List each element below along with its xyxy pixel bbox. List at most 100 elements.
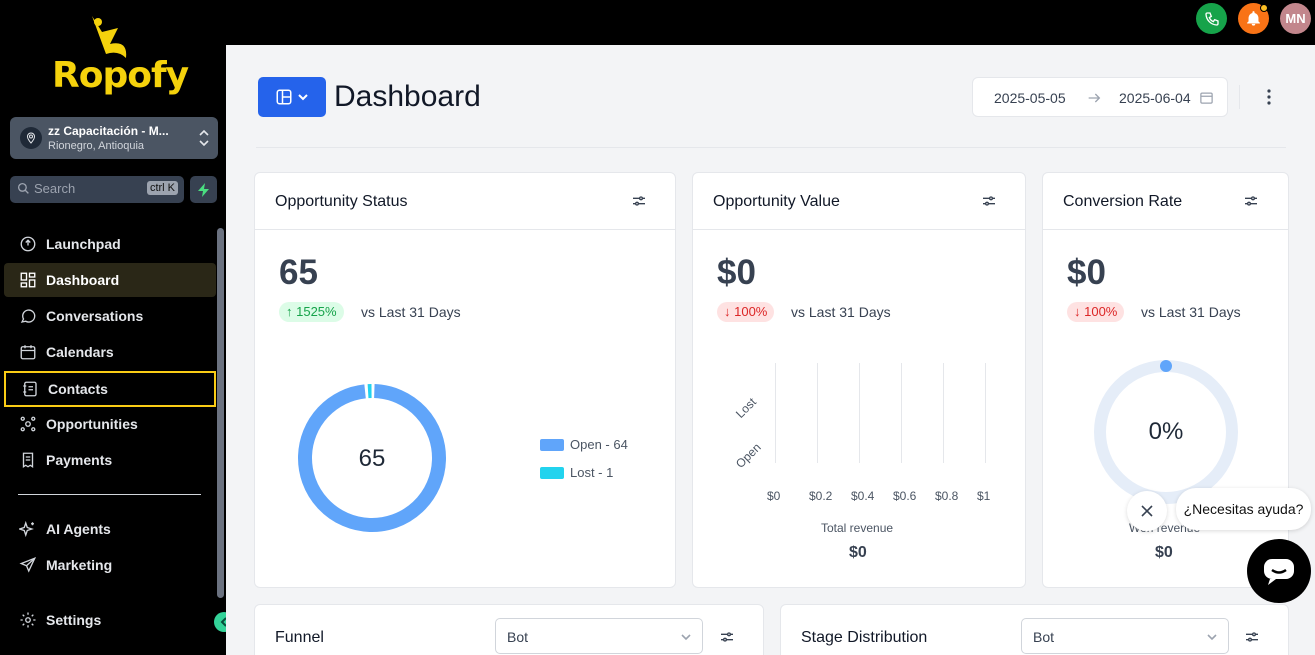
date-to[interactable]: 2025-06-04 xyxy=(1119,90,1191,106)
opportunity-value-card: Opportunity Value $0 ↓ 100% vs Last 31 D… xyxy=(692,172,1026,588)
quick-action-button[interactable] xyxy=(190,176,217,203)
main-content: Dashboard 2025-05-05 2025-06-04 Opportun… xyxy=(226,45,1315,655)
sidebar-item-label: Opportunities xyxy=(46,416,138,432)
legend-swatch xyxy=(540,466,564,479)
more-options-icon[interactable] xyxy=(1262,87,1276,107)
calendar-icon xyxy=(18,342,38,362)
sidebar-item-label: Payments xyxy=(46,452,113,468)
funnel-card: Funnel Bot xyxy=(254,604,764,655)
bolt-icon xyxy=(197,182,209,197)
x-tick-label: $0.2 xyxy=(809,489,833,503)
card-header: Opportunity Value xyxy=(693,173,1025,230)
filter-icon[interactable] xyxy=(719,629,735,645)
sidebar-item-calendars[interactable]: Calendars xyxy=(4,335,216,369)
legend-entry-lost[interactable]: Lost - 1 xyxy=(540,465,613,480)
x-tick-label: $0.4 xyxy=(851,489,875,503)
send-icon xyxy=(18,555,38,575)
chevron-down-icon xyxy=(1207,634,1217,641)
sidebar-item-payments[interactable]: Payments xyxy=(4,443,216,477)
bell-icon xyxy=(1247,11,1260,26)
close-icon xyxy=(1141,505,1153,517)
sidebar-item-label: AI Agents xyxy=(46,521,111,537)
filter-icon[interactable] xyxy=(1244,629,1260,645)
grid-line xyxy=(859,363,860,463)
date-range-picker[interactable]: 2025-05-05 2025-06-04 xyxy=(972,77,1228,117)
stage-select[interactable]: Bot xyxy=(1021,618,1229,654)
arrow-right-icon xyxy=(1088,93,1101,103)
grid-line xyxy=(901,363,902,463)
search-input[interactable]: Search ctrl K xyxy=(10,176,184,203)
close-chat-prompt-button[interactable] xyxy=(1127,491,1167,531)
sidebar-item-marketing[interactable]: Marketing xyxy=(4,548,216,582)
sidebar-item-dashboard[interactable]: Dashboard xyxy=(4,263,216,297)
legend-entry-open[interactable]: Open - 64 xyxy=(540,437,628,452)
payments-icon xyxy=(18,450,38,470)
grid-icon xyxy=(18,270,38,290)
calendar-icon xyxy=(1200,92,1213,104)
funnel-select[interactable]: Bot xyxy=(495,618,703,654)
avatar[interactable]: MN xyxy=(1280,3,1311,34)
page-title: Dashboard xyxy=(334,80,481,113)
y-tick-label: Open xyxy=(733,440,764,471)
legend-label: Lost - 1 xyxy=(570,465,614,480)
view-switcher-button[interactable] xyxy=(258,77,326,117)
header-separator xyxy=(256,147,1286,148)
gear-icon xyxy=(18,610,38,630)
sidebar-item-label: Calendars xyxy=(46,344,114,360)
notification-dot xyxy=(1260,4,1268,12)
conversion-gauge[interactable] xyxy=(1091,357,1241,507)
card-title: Stage Distribution xyxy=(801,629,928,646)
location-switcher[interactable]: zz Capacitación - M... Rionegro, Antioqu… xyxy=(10,117,218,159)
revenue-value: $0 xyxy=(1155,544,1173,561)
metric-value: 65 xyxy=(279,253,318,292)
phone-button[interactable] xyxy=(1196,3,1227,34)
sidebar-item-label: Conversations xyxy=(46,308,144,324)
sidebar-item-ai-agents[interactable]: AI Agents xyxy=(4,512,216,546)
brand-name[interactable]: Ropofy xyxy=(52,55,189,96)
filter-icon[interactable] xyxy=(981,193,997,209)
sidebar-scrollbar[interactable] xyxy=(217,228,224,598)
chevron-left-icon xyxy=(220,617,227,627)
comparison-label: vs Last 31 Days xyxy=(361,304,461,320)
sparkles-icon xyxy=(18,519,38,539)
sidebar-item-launchpad[interactable]: Launchpad xyxy=(4,227,216,261)
card-title: Opportunity Value xyxy=(713,193,840,210)
chat-launcher-button[interactable] xyxy=(1247,539,1311,603)
chat-prompt[interactable]: ¿Necesitas ayuda? xyxy=(1176,488,1311,530)
sidebar-item-settings[interactable]: Settings xyxy=(4,603,216,637)
metric-value: $0 xyxy=(717,253,756,292)
comparison-label: vs Last 31 Days xyxy=(791,304,891,320)
x-tick-label: $1 xyxy=(977,489,991,503)
x-tick-label: $0.8 xyxy=(935,489,959,503)
notifications-button[interactable] xyxy=(1238,3,1269,34)
date-from[interactable]: 2025-05-05 xyxy=(994,90,1066,106)
status-donut-chart[interactable] xyxy=(297,383,447,533)
x-tick-label: $0.6 xyxy=(893,489,917,503)
rocket-icon xyxy=(18,234,38,254)
legend-swatch xyxy=(540,438,564,451)
layout-icon xyxy=(276,89,292,105)
sidebar-item-label: Contacts xyxy=(48,381,108,397)
sidebar-item-label: Marketing xyxy=(46,557,113,573)
grid-line xyxy=(985,363,986,463)
chevron-down-icon xyxy=(298,94,308,101)
filter-icon[interactable] xyxy=(1243,193,1259,209)
chat-icon xyxy=(1264,559,1294,585)
filter-icon[interactable] xyxy=(631,193,647,209)
location-name: zz Capacitación - M... xyxy=(48,124,169,138)
comparison-label: vs Last 31 Days xyxy=(1141,304,1241,320)
sidebar-item-contacts[interactable]: Contacts xyxy=(4,371,216,407)
x-tick-label: $0 xyxy=(767,489,781,503)
chevron-updown-icon xyxy=(199,129,209,147)
sidebar-item-conversations[interactable]: Conversations xyxy=(4,299,216,333)
header-divider xyxy=(1239,85,1240,109)
phone-icon xyxy=(1204,11,1219,26)
location-subtitle: Rionegro, Antioquia xyxy=(48,140,145,152)
y-tick-label: Lost xyxy=(733,394,759,421)
revenue-value: $0 xyxy=(849,544,867,561)
sidebar-item-opportunities[interactable]: Opportunities xyxy=(4,407,216,441)
search-shortcut: ctrl K xyxy=(146,181,178,195)
sidebar: Ropofy zz Capacitación - M... Rionegro, … xyxy=(0,0,234,655)
search-icon xyxy=(17,182,29,194)
search-placeholder: Search xyxy=(34,181,76,196)
